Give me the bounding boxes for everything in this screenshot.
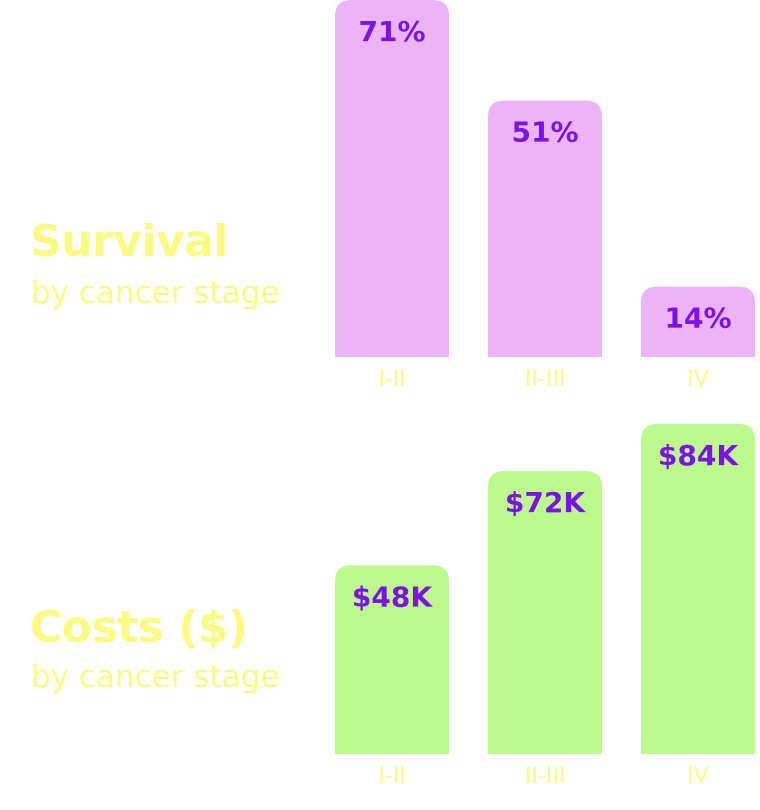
survival-tick-label: IV — [687, 367, 709, 392]
survival-tick-label: I-II — [378, 367, 405, 392]
survival-bar-i-ii — [335, 0, 449, 357]
survival-bar-iv — [641, 286, 755, 357]
costs-bar-ii-iii — [488, 471, 602, 754]
survival-panel: Survival by cancer stage 71% I-II 51% II-II… — [0, 0, 760, 400]
survival-value-label: 51% — [511, 116, 578, 149]
survival-bar-chart: 71% I-II 51% II-III 14% IV — [335, 0, 755, 392]
survival-tick-label: II-III — [525, 367, 565, 392]
costs-title: Costs ($) — [30, 602, 248, 653]
costs-tick-label: II-III — [525, 764, 565, 789]
survival-bar-ii-iii — [488, 100, 602, 357]
costs-panel: Costs ($) by cancer stage $48K I-II $72K II… — [0, 400, 760, 810]
costs-subtitle: by cancer stage — [31, 659, 280, 695]
costs-value-label: $72K — [505, 486, 586, 519]
survival-value-label: 14% — [664, 302, 731, 335]
survival-title: Survival — [30, 216, 228, 267]
costs-bar-i-ii — [335, 565, 449, 754]
costs-bar-chart: $48K I-II $72K II-III $84K IV — [335, 424, 755, 789]
costs-bar-iv — [641, 424, 755, 754]
costs-value-label: $84K — [658, 439, 739, 472]
costs-tick-label: I-II — [378, 764, 405, 789]
survival-subtitle: by cancer stage — [31, 275, 280, 311]
costs-value-label: $48K — [352, 580, 433, 613]
survival-value-label: 71% — [358, 15, 425, 48]
costs-tick-label: IV — [687, 764, 709, 789]
